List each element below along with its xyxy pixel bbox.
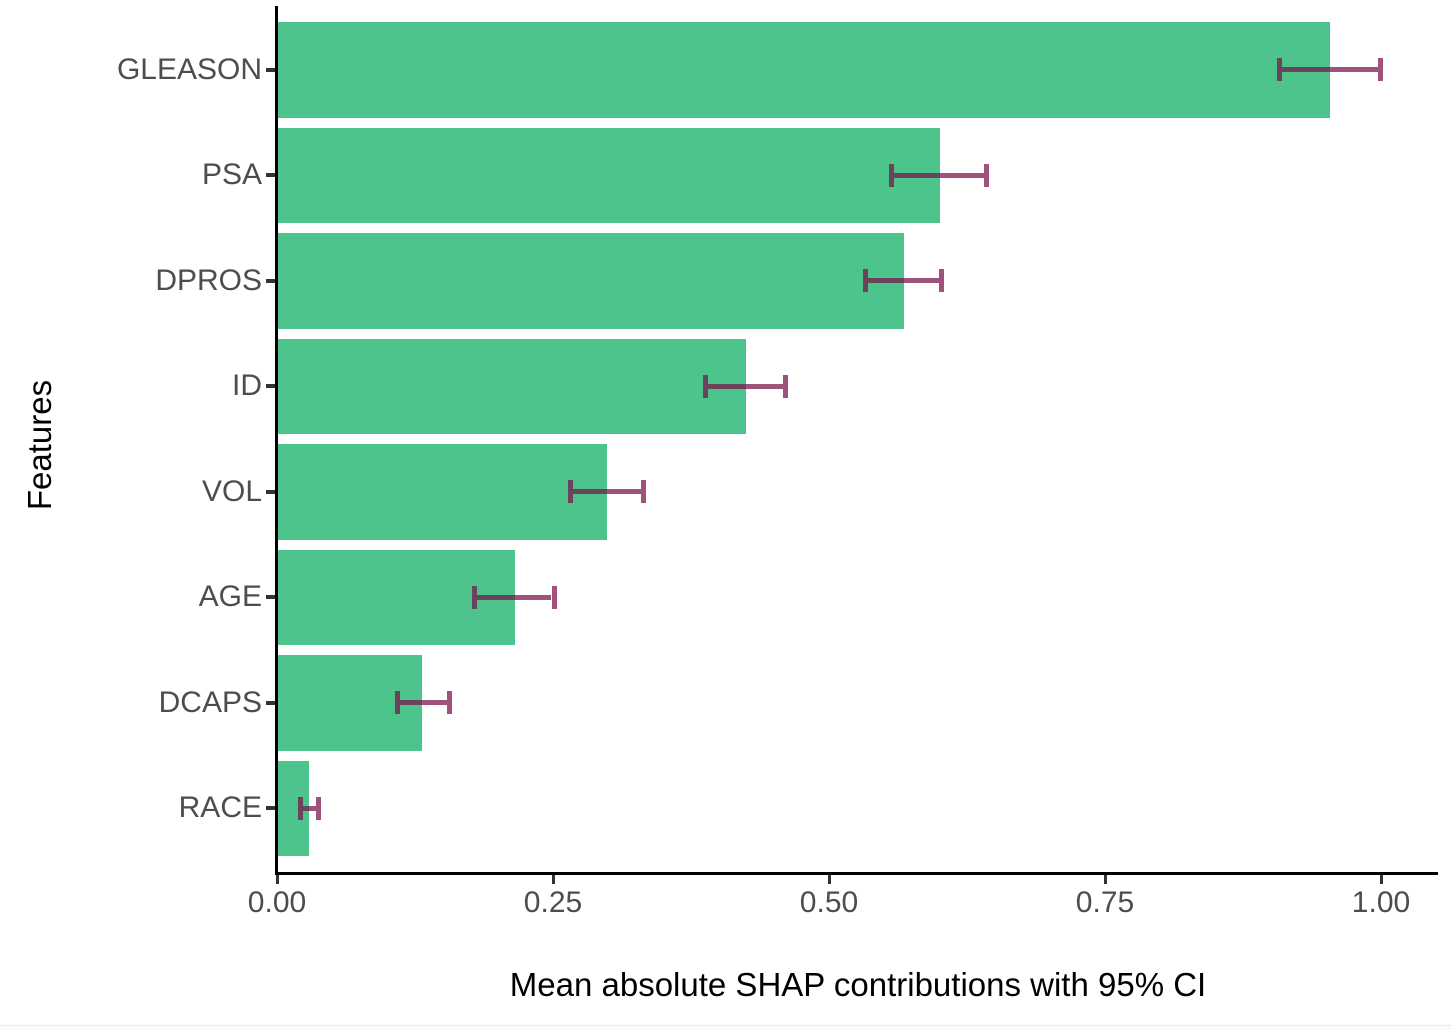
bar-gleason [278,22,1331,118]
errorbar-cap-left-age [472,585,477,609]
x-tick-1.00 [1380,875,1383,884]
errorbar-line-gleason [1281,67,1379,73]
errorbar-line-id [707,383,784,389]
errorbar-cap-left-gleason [1276,58,1282,82]
errorbar-cap-left-dpros [862,269,868,293]
y-tick-label-psa: PSA [201,158,262,192]
y-tick-gleason [266,67,275,72]
x-tick-0.50 [828,875,831,884]
x-tick-0.75 [1104,875,1107,884]
x-axis-line [275,872,1438,875]
x-tick-label-0.25: 0.25 [523,886,583,919]
x-tick-label-1.00: 1.00 [1351,886,1411,919]
errorbar-cap-right-vol [640,480,646,504]
x-axis-title: Mean absolute SHAP contributions with 95… [509,966,1207,1003]
y-tick-psa [266,173,275,178]
errorbar-cap-right-id [783,374,789,398]
y-tick-race [266,806,275,811]
errorbar-cap-right-gleason [1378,58,1384,82]
errorbar-line-age [477,594,552,600]
y-tick-dpros [266,278,275,283]
errorbar-cap-left-race [297,796,303,820]
y-tick-label-race: RACE [178,791,262,825]
errorbar-cap-right-race [316,796,322,820]
page-bottom-divider [0,1025,1451,1030]
errorbar-cap-left-dcaps [394,691,400,715]
errorbar-line-psa [894,172,985,178]
bar-dpros [278,233,904,329]
y-tick-vol [266,489,275,494]
errorbar-cap-right-dcaps [446,691,452,715]
errorbar-cap-left-id [702,374,708,398]
y-tick-dcaps [266,700,275,705]
x-tick-label-0.75: 0.75 [1075,886,1135,919]
y-tick-label-age: AGE [198,580,262,614]
y-tick-label-dcaps: DCAPS [158,685,262,719]
errorbar-line-dpros [867,278,939,284]
y-tick-age [266,595,275,600]
y-tick-label-id: ID [232,369,262,403]
errorbar-line-race [302,805,317,811]
errorbar-cap-left-psa [889,163,895,187]
x-tick-label-0.50: 0.50 [799,886,859,919]
y-tick-id [266,384,275,389]
errorbar-line-dcaps [399,700,447,706]
bar-vol [278,444,607,540]
errorbar-cap-right-dpros [939,269,944,293]
bar-psa [278,127,941,223]
x-tick-0.00 [276,875,279,884]
x-tick-0.25 [552,875,555,884]
bar-id [278,338,747,434]
errorbar-line-vol [573,489,641,495]
errorbar-cap-right-psa [984,163,990,187]
x-tick-label-0.00: 0.00 [247,886,307,919]
y-tick-label-dpros: DPROS [155,263,262,297]
errorbar-cap-left-vol [568,480,574,504]
errorbar-cap-right-age [551,585,557,609]
y-tick-label-vol: VOL [201,474,262,508]
y-tick-label-gleason: GLEASON [116,52,262,86]
y-axis-line [275,6,278,875]
